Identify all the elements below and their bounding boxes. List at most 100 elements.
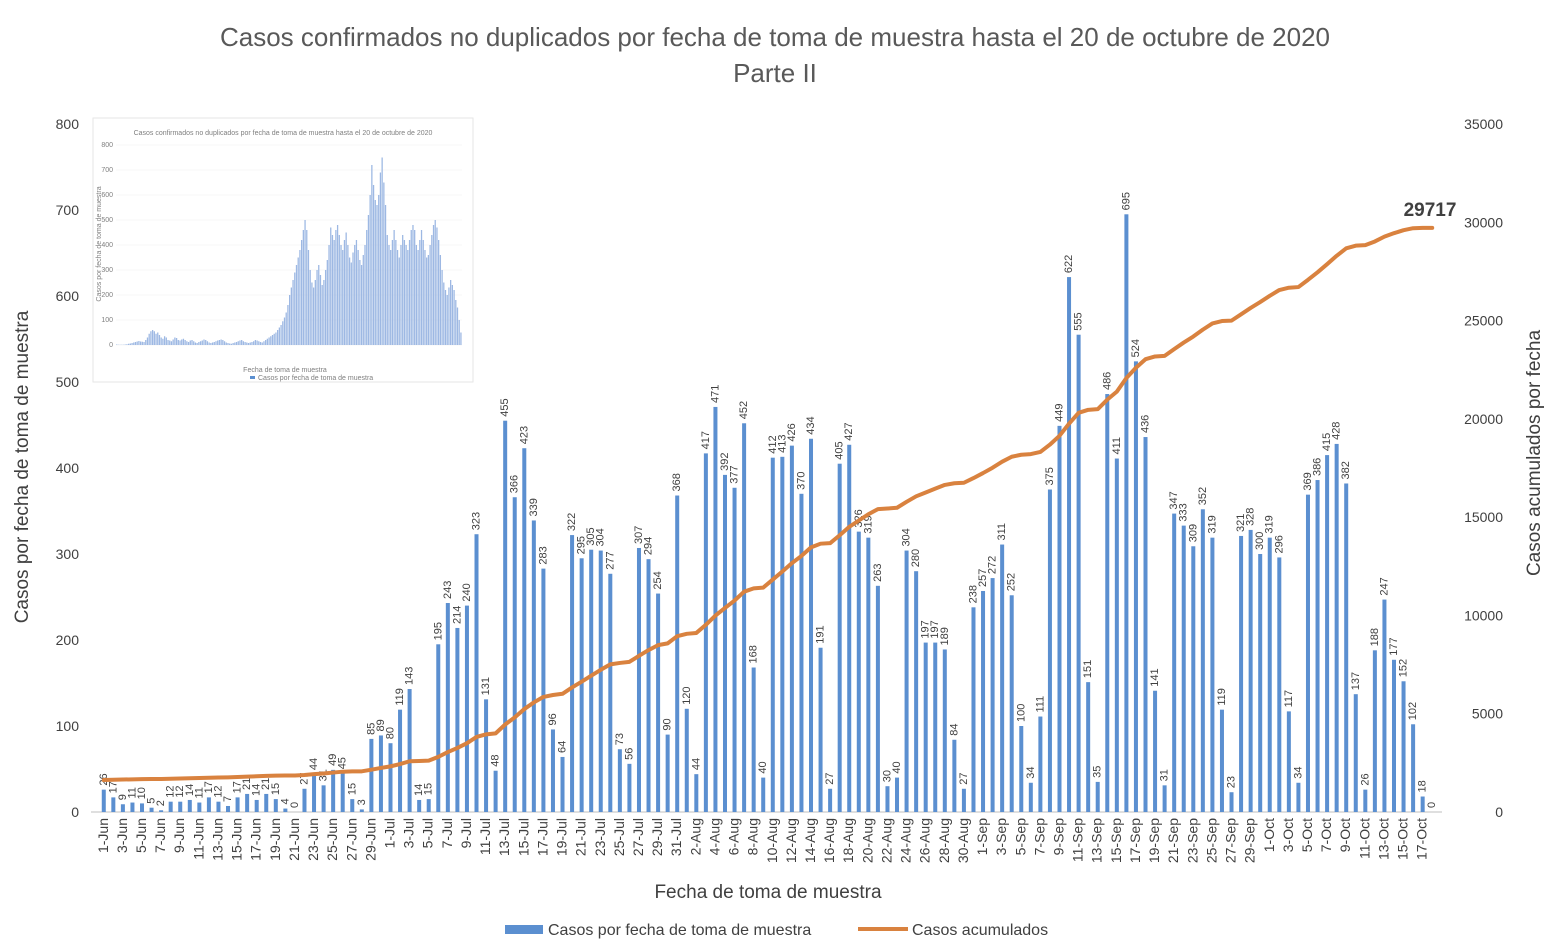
inset-bar <box>290 287 292 345</box>
bar-data-label: 197 <box>920 620 932 638</box>
bar-data-label: 44 <box>690 758 702 770</box>
inset-bar <box>300 240 303 345</box>
bar-data-label: 26 <box>1359 773 1371 785</box>
inset-bar <box>367 215 370 345</box>
inset-bar <box>239 340 241 345</box>
bar-data-label: 141 <box>1149 668 1161 686</box>
x-tick-label: 27-Jul <box>630 818 646 856</box>
bar-data-label: 7 <box>222 796 234 802</box>
bar-data-label: 30 <box>881 770 893 782</box>
bar <box>388 743 393 812</box>
cumulative-line <box>101 225 1435 783</box>
x-tick-label: 19-Jul <box>554 818 570 856</box>
bar-data-label: 321 <box>1235 514 1247 532</box>
inset-bar <box>217 340 219 345</box>
bar-data-label: 339 <box>528 498 540 516</box>
x-tick-label: 21-Sep <box>1165 818 1181 863</box>
bar-data-label: 328 <box>1245 508 1257 526</box>
inset-bar <box>408 240 411 345</box>
inset-bar <box>230 343 233 345</box>
bar <box>369 738 374 812</box>
bar-data-label: 15 <box>423 783 435 795</box>
bar-data-label: 23 <box>1226 776 1238 788</box>
bar <box>254 799 259 812</box>
inset-bar <box>138 341 140 345</box>
inset-bar <box>282 321 284 345</box>
x-tick-label: 1-Oct <box>1261 818 1277 852</box>
bar-series <box>101 214 1425 813</box>
x-tick-label: 22-Aug <box>878 818 894 863</box>
x-tick-label: 23-Sep <box>1184 818 1200 863</box>
bar-data-label: 73 <box>614 733 626 745</box>
inset-bar <box>403 240 406 345</box>
bar <box>636 547 641 812</box>
bar <box>742 423 747 812</box>
y-axis-left: 0 100 200 300 400 500 600 700 800 <box>56 116 80 820</box>
x-tick-label: 12-Aug <box>783 818 799 863</box>
bar-data-label: 96 <box>547 713 559 725</box>
x-tick-label: 17-Jun <box>248 818 264 861</box>
inset-bar <box>414 230 416 345</box>
inset-bar <box>424 250 426 345</box>
bar <box>445 603 450 812</box>
inset-bar <box>148 333 150 345</box>
inset-bar <box>324 270 327 345</box>
inset-legend-swatch <box>250 376 255 379</box>
bar <box>206 797 211 812</box>
bar <box>484 699 489 812</box>
bar-data-label: 27 <box>958 773 970 785</box>
bar-data-label: 319 <box>1264 515 1276 533</box>
bar <box>140 803 145 812</box>
legend-swatch-bars <box>505 925 543 934</box>
inset-bar <box>434 220 436 345</box>
inset-bar <box>451 285 453 345</box>
bar-data-label: 370 <box>795 471 807 489</box>
bar <box>1382 599 1387 812</box>
inset-bar <box>278 327 280 345</box>
bar-data-label: 45 <box>337 757 349 769</box>
y-tick-label: 0 <box>71 804 79 820</box>
bar-data-label: 80 <box>384 727 396 739</box>
bar <box>961 788 966 812</box>
x-tick-label: 9-Jun <box>171 818 187 853</box>
x-axis-tick-labels: 1-Jun 3-Jun 5-Jun 7-Jun 9-Jun 11-Jun 13-Jun 15-… <box>95 818 1430 863</box>
bar-data-label: 427 <box>843 422 855 440</box>
bar <box>1296 782 1301 812</box>
bar-data-label: 352 <box>1197 487 1209 505</box>
bar-data-label: 197 <box>929 620 941 638</box>
x-tick-label: 10-Aug <box>764 818 780 863</box>
x-tick-label: 18-Aug <box>840 818 856 863</box>
bar <box>780 456 785 812</box>
bar <box>656 593 661 812</box>
inset-bar <box>355 240 358 345</box>
inset-bar <box>169 340 171 345</box>
bar-data-label: 85 <box>365 723 377 735</box>
bar-data-label: 263 <box>872 563 884 581</box>
bar <box>226 805 231 812</box>
y-tick-label: 400 <box>56 460 80 476</box>
bar <box>646 559 651 812</box>
bar-data-label: 189 <box>939 627 951 645</box>
bar-data-label: 386 <box>1312 458 1324 476</box>
bar <box>1105 394 1110 812</box>
bar <box>675 495 680 812</box>
bar <box>178 801 183 812</box>
bar-data-label: 40 <box>891 761 903 773</box>
inset-bar <box>338 235 340 345</box>
bar-data-label: 14 <box>251 784 263 796</box>
x-tick-label: 27-Sep <box>1223 818 1239 863</box>
bar <box>847 444 852 812</box>
bar <box>1344 483 1349 812</box>
inset-bar <box>158 335 161 345</box>
y2-tick-label: 10000 <box>1464 607 1503 623</box>
bar <box>1124 214 1129 813</box>
bar-data-label: 9 <box>117 794 129 800</box>
inset-bar <box>277 330 279 345</box>
bar <box>302 788 307 812</box>
x-tick-label: 13-Oct <box>1375 818 1391 860</box>
inset-thumbnail-chart: Casos confirmados no duplicados por fech… <box>92 117 474 383</box>
y-axis-right: 0 5000 10000 15000 20000 25000 30000 35000 <box>1464 116 1503 820</box>
inset-bar <box>167 340 169 345</box>
bar <box>589 549 594 812</box>
bar <box>570 535 575 812</box>
